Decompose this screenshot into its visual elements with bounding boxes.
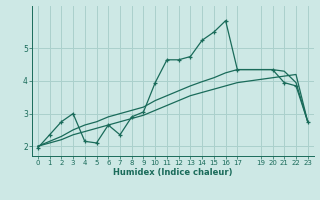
X-axis label: Humidex (Indice chaleur): Humidex (Indice chaleur): [113, 168, 233, 177]
